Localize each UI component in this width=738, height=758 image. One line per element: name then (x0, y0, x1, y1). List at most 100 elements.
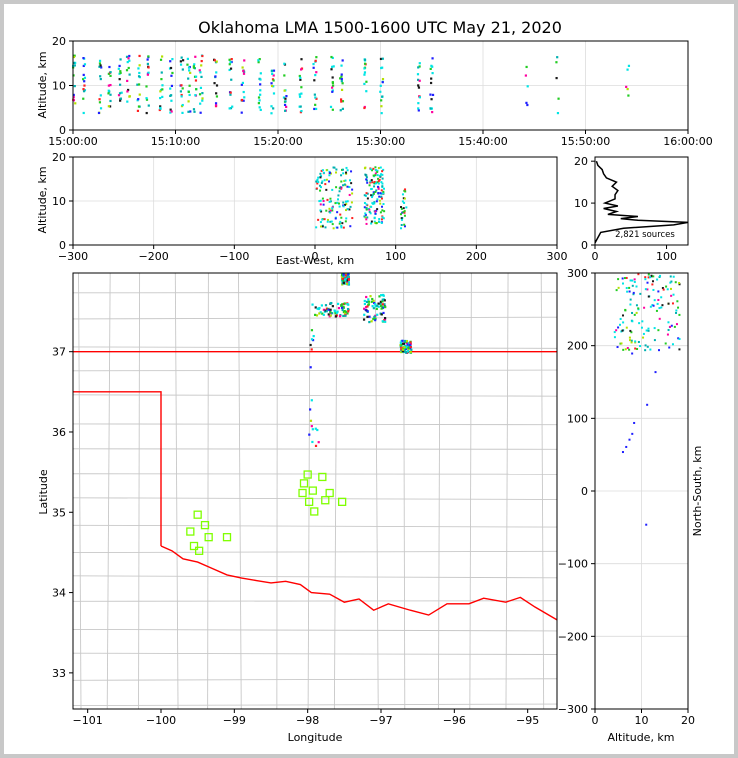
east-west-xlabel: East-West, km (276, 254, 354, 267)
source-mark (408, 343, 411, 347)
source-mark (310, 348, 313, 351)
source-mark (337, 198, 340, 201)
source-mark (243, 96, 246, 99)
y-tick-label: 20 (574, 155, 588, 168)
source-mark (418, 96, 421, 99)
source-mark (147, 55, 150, 58)
source-mark (340, 224, 343, 227)
source-mark (400, 227, 403, 230)
source-mark (339, 220, 342, 223)
source-mark (380, 99, 383, 102)
source-mark (404, 188, 407, 191)
source-mark (417, 102, 420, 105)
source-mark (325, 209, 328, 212)
source-mark (619, 342, 622, 345)
source-mark (201, 99, 204, 102)
source-mark (330, 301, 333, 305)
source-mark (136, 99, 139, 102)
source-mark (240, 111, 243, 114)
source-mark (308, 433, 311, 436)
source-mark (657, 298, 660, 301)
source-mark (272, 92, 276, 95)
source-mark (324, 309, 327, 312)
source-mark (72, 96, 75, 99)
source-mark (372, 191, 375, 194)
source-mark (146, 58, 149, 61)
source-mark (372, 174, 375, 177)
source-mark (319, 172, 322, 175)
x-tick-label: −100 (219, 250, 249, 263)
x-tick-label: 16:00:00 (663, 135, 712, 148)
source-mark (351, 188, 354, 191)
source-mark (285, 94, 288, 98)
source-mark (373, 315, 376, 318)
source-mark (323, 179, 326, 182)
source-mark (382, 192, 385, 195)
source-mark (231, 105, 234, 108)
source-mark (336, 302, 340, 305)
source-mark (198, 69, 201, 72)
source-mark (381, 303, 384, 306)
source-mark (331, 90, 334, 93)
source-mark (382, 168, 385, 171)
source-mark (259, 108, 262, 112)
county-line (72, 497, 558, 500)
source-mark (381, 320, 384, 323)
source-mark (669, 281, 672, 284)
source-mark (363, 71, 367, 74)
source-mark (383, 316, 387, 320)
source-mark (377, 177, 380, 180)
source-mark (372, 299, 375, 302)
source-mark (371, 297, 374, 301)
county-line (72, 703, 558, 707)
source-mark (429, 67, 432, 70)
source-mark (187, 90, 190, 93)
source-mark (120, 91, 123, 94)
source-mark (613, 336, 616, 339)
source-mark (620, 342, 623, 345)
source-mark (662, 288, 665, 291)
x-tick-label: −95 (516, 714, 539, 727)
source-mark (678, 313, 681, 316)
x-tick-label: −100 (146, 714, 176, 727)
source-mark (322, 200, 325, 203)
y-tick-label: 0 (59, 124, 66, 137)
source-mark (379, 57, 383, 61)
source-mark (366, 305, 369, 308)
source-mark (128, 73, 131, 76)
source-mark (380, 66, 383, 70)
source-mark (309, 408, 312, 411)
source-mark (344, 179, 347, 182)
source-mark (346, 169, 349, 172)
x-tick-label: 15:30:00 (356, 135, 405, 148)
source-mark (406, 350, 410, 353)
source-mark (334, 202, 337, 205)
county-line (333, 272, 338, 710)
source-mark (181, 111, 184, 114)
source-mark (160, 78, 163, 81)
source-mark (654, 371, 657, 374)
source-mark (526, 85, 529, 88)
source-mark (381, 205, 384, 208)
source-mark (312, 334, 315, 338)
source-mark (316, 178, 319, 181)
source-mark (400, 218, 403, 221)
north-south-xlabel: Altitude, km (607, 731, 674, 744)
source-mark (658, 349, 661, 352)
time-height-ylabel: Altitude, km (36, 51, 49, 118)
source-mark (669, 275, 672, 278)
source-mark (215, 95, 219, 98)
source-mark (317, 181, 320, 184)
source-mark (73, 64, 76, 67)
source-mark (370, 300, 373, 303)
source-mark (647, 295, 650, 298)
source-mark (350, 201, 353, 204)
source-mark (650, 274, 653, 277)
source-mark (272, 79, 275, 82)
source-mark (406, 341, 410, 345)
source-mark (364, 194, 367, 197)
source-mark (271, 78, 275, 81)
source-mark (259, 93, 262, 96)
source-mark (98, 101, 102, 104)
source-mark (343, 311, 347, 315)
